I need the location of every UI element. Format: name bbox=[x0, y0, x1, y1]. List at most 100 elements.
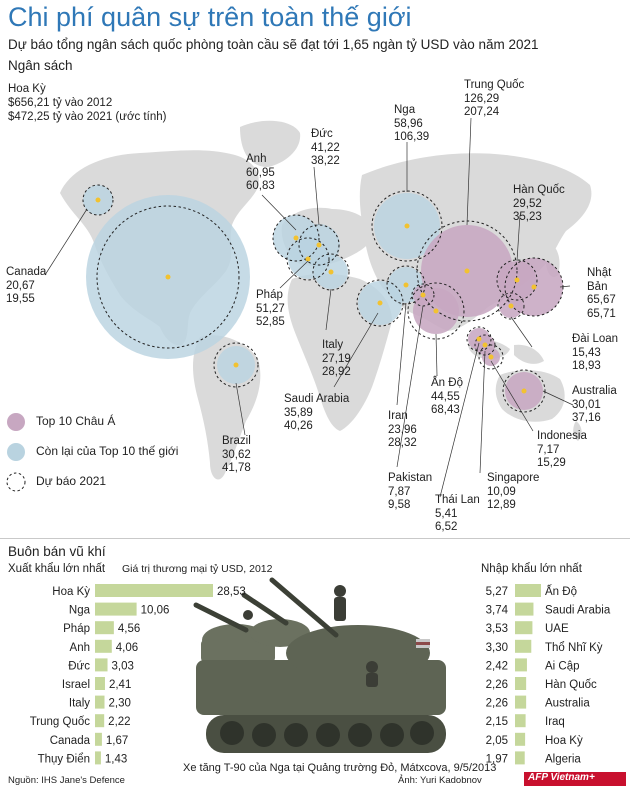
section-divider bbox=[0, 538, 630, 539]
export-bar bbox=[95, 695, 105, 709]
label-uk: Anh 60,95 60,83 bbox=[246, 153, 275, 192]
label-us-2012: $656,21 tỷ vào 2012 bbox=[8, 97, 113, 109]
import-category-label: Algeria bbox=[545, 753, 581, 765]
legend-forecast-swatch bbox=[6, 472, 26, 492]
label-singapore: Singapore 10,09 12,89 bbox=[487, 472, 540, 511]
import-bar bbox=[515, 621, 533, 635]
export-bar bbox=[95, 677, 105, 690]
legend-asia: Top 10 Châu Á bbox=[36, 414, 116, 428]
label-taiwan: Đài Loan 15,43 18,93 bbox=[572, 333, 619, 372]
export-category-label: Italy bbox=[69, 698, 90, 710]
label-saudi: Saudi Arabia 35,89 40,26 bbox=[284, 393, 350, 432]
photo-caption: Xe tăng T-90 của Nga tại Quảng trường Đỏ… bbox=[183, 762, 497, 774]
import-value-label: 2,05 bbox=[486, 735, 508, 747]
label-italy: Italy 27,19 28,92 bbox=[322, 339, 351, 378]
import-category-label: Australia bbox=[545, 698, 590, 710]
export-value-label: 1,67 bbox=[106, 735, 128, 747]
import-bar bbox=[515, 639, 532, 653]
label-indonesia: Indonesia 7,17 15,29 bbox=[537, 430, 587, 469]
import-value-label: 3,30 bbox=[486, 642, 508, 654]
import-bar bbox=[515, 584, 541, 597]
export-value-label: 3,03 bbox=[112, 660, 134, 672]
export-category-label: Pháp bbox=[63, 623, 90, 635]
export-value-label: 10,06 bbox=[141, 605, 170, 617]
import-category-label: Ai Cập bbox=[545, 660, 580, 672]
page-title: Chi phí quân sự trên toàn thế giới bbox=[8, 2, 412, 32]
label-iran: Iran 23,96 28,32 bbox=[388, 410, 417, 449]
tank-photo bbox=[176, 575, 480, 760]
import-category-label: Saudi Arabia bbox=[545, 605, 611, 617]
export-category-label: Canada bbox=[50, 735, 91, 747]
label-india: Ấn Độ 44,55 68,43 bbox=[431, 377, 463, 416]
legend-asia-swatch bbox=[7, 413, 25, 431]
import-value-label: 2,26 bbox=[486, 679, 508, 691]
import-category-label: UAE bbox=[545, 623, 569, 635]
arms-section-title: Buôn bán vũ khí bbox=[8, 544, 106, 559]
world-map bbox=[6, 117, 592, 498]
trade-value-label: Giá trị thương mại tỷ USD, 2012 bbox=[122, 563, 273, 575]
export-value-label: 28,53 bbox=[217, 586, 246, 598]
import-category-label: Ấn Độ bbox=[545, 585, 577, 598]
export-category-label: Anh bbox=[70, 642, 90, 654]
label-russia: Nga 58,96 106,39 bbox=[394, 104, 430, 143]
label-us-2021: $472,25 tỷ vào 2021 (ước tính) bbox=[8, 111, 167, 123]
legend-rest: Còn lại của Top 10 thế giới bbox=[36, 444, 179, 458]
label-thailand: Thái Lan 5,41 6,52 bbox=[435, 494, 480, 533]
legend-rest-swatch bbox=[7, 443, 25, 461]
label-australia: Australia 30,01 37,16 bbox=[572, 385, 617, 424]
export-bar bbox=[95, 621, 114, 635]
label-france: Pháp 51,27 52,85 bbox=[256, 289, 285, 328]
budget-section-title: Ngân sách bbox=[8, 58, 73, 73]
import-value-label: 2,15 bbox=[486, 716, 508, 728]
label-us-name: Hoa Kỳ bbox=[8, 83, 46, 95]
export-bar bbox=[95, 714, 105, 728]
import-category-label: Thổ Nhĩ Kỳ bbox=[545, 642, 603, 654]
label-canada: Canada 20,67 19,55 bbox=[6, 266, 47, 305]
export-category-label: Israel bbox=[62, 679, 90, 691]
export-category-label: Thụy Điển bbox=[38, 753, 90, 765]
source-note: Nguồn: IHS Jane's Defence bbox=[8, 775, 125, 786]
label-pakistan: Pakistan 7,87 9,58 bbox=[388, 472, 433, 511]
export-value-label: 2,30 bbox=[109, 698, 131, 710]
label-korea: Hàn Quốc 29,52 35,23 bbox=[513, 184, 565, 223]
export-bar bbox=[95, 602, 137, 616]
label-brazil: Brazil 30,62 41,78 bbox=[222, 435, 251, 474]
export-category-label: Đức bbox=[68, 660, 90, 672]
import-bar bbox=[515, 714, 526, 728]
import-bar bbox=[515, 602, 534, 616]
export-category-label: Nga bbox=[69, 605, 91, 617]
import-bar bbox=[515, 732, 526, 746]
exports-chart: Hoa Kỳ 28,53 Nga 10,06 Pháp 4,56 Anh 4,06 Đức 3,0… bbox=[30, 584, 246, 765]
export-bar bbox=[95, 584, 213, 597]
export-category-label: Hoa Kỳ bbox=[52, 586, 90, 598]
import-bar bbox=[515, 695, 527, 709]
publisher-logo: AFP Vietnam+ bbox=[524, 772, 626, 786]
export-category-label: Trung Quốc bbox=[30, 716, 91, 728]
page-subtitle: Dự báo tổng ngân sách quốc phòng toàn cầ… bbox=[8, 37, 539, 52]
import-value-label: 1,97 bbox=[486, 753, 508, 765]
import-value-label: 2,26 bbox=[486, 698, 508, 710]
export-bar bbox=[95, 639, 112, 653]
legend-forecast: Dự báo 2021 bbox=[36, 474, 107, 488]
label-japan: Nhật Bản 65,67 65,71 bbox=[587, 267, 616, 320]
import-bar bbox=[515, 677, 527, 690]
export-value-label: 1,43 bbox=[105, 753, 127, 765]
export-value-label: 4,06 bbox=[116, 642, 138, 654]
imports-title: Nhập khẩu lớn nhất bbox=[481, 563, 582, 575]
export-value-label: 4,56 bbox=[118, 623, 140, 635]
exports-title: Xuất khẩu lớn nhất bbox=[8, 563, 106, 575]
import-category-label: Hàn Quốc bbox=[545, 679, 597, 691]
photo-credit: Ảnh: Yuri Kadobnov bbox=[398, 775, 482, 786]
import-value-label: 3,53 bbox=[486, 623, 508, 635]
label-germany: Đức 41,22 38,22 bbox=[311, 128, 340, 167]
import-category-label: Iraq bbox=[545, 716, 565, 728]
import-category-label: Hoa Kỳ bbox=[545, 735, 583, 747]
export-bar bbox=[95, 751, 101, 765]
export-bar bbox=[95, 658, 108, 672]
import-value-label: 5,27 bbox=[486, 586, 508, 598]
import-bar bbox=[515, 751, 525, 765]
export-bar bbox=[95, 732, 102, 746]
export-value-label: 2,41 bbox=[109, 679, 131, 691]
import-value-label: 3,74 bbox=[486, 605, 509, 617]
import-value-label: 2,42 bbox=[486, 660, 508, 672]
